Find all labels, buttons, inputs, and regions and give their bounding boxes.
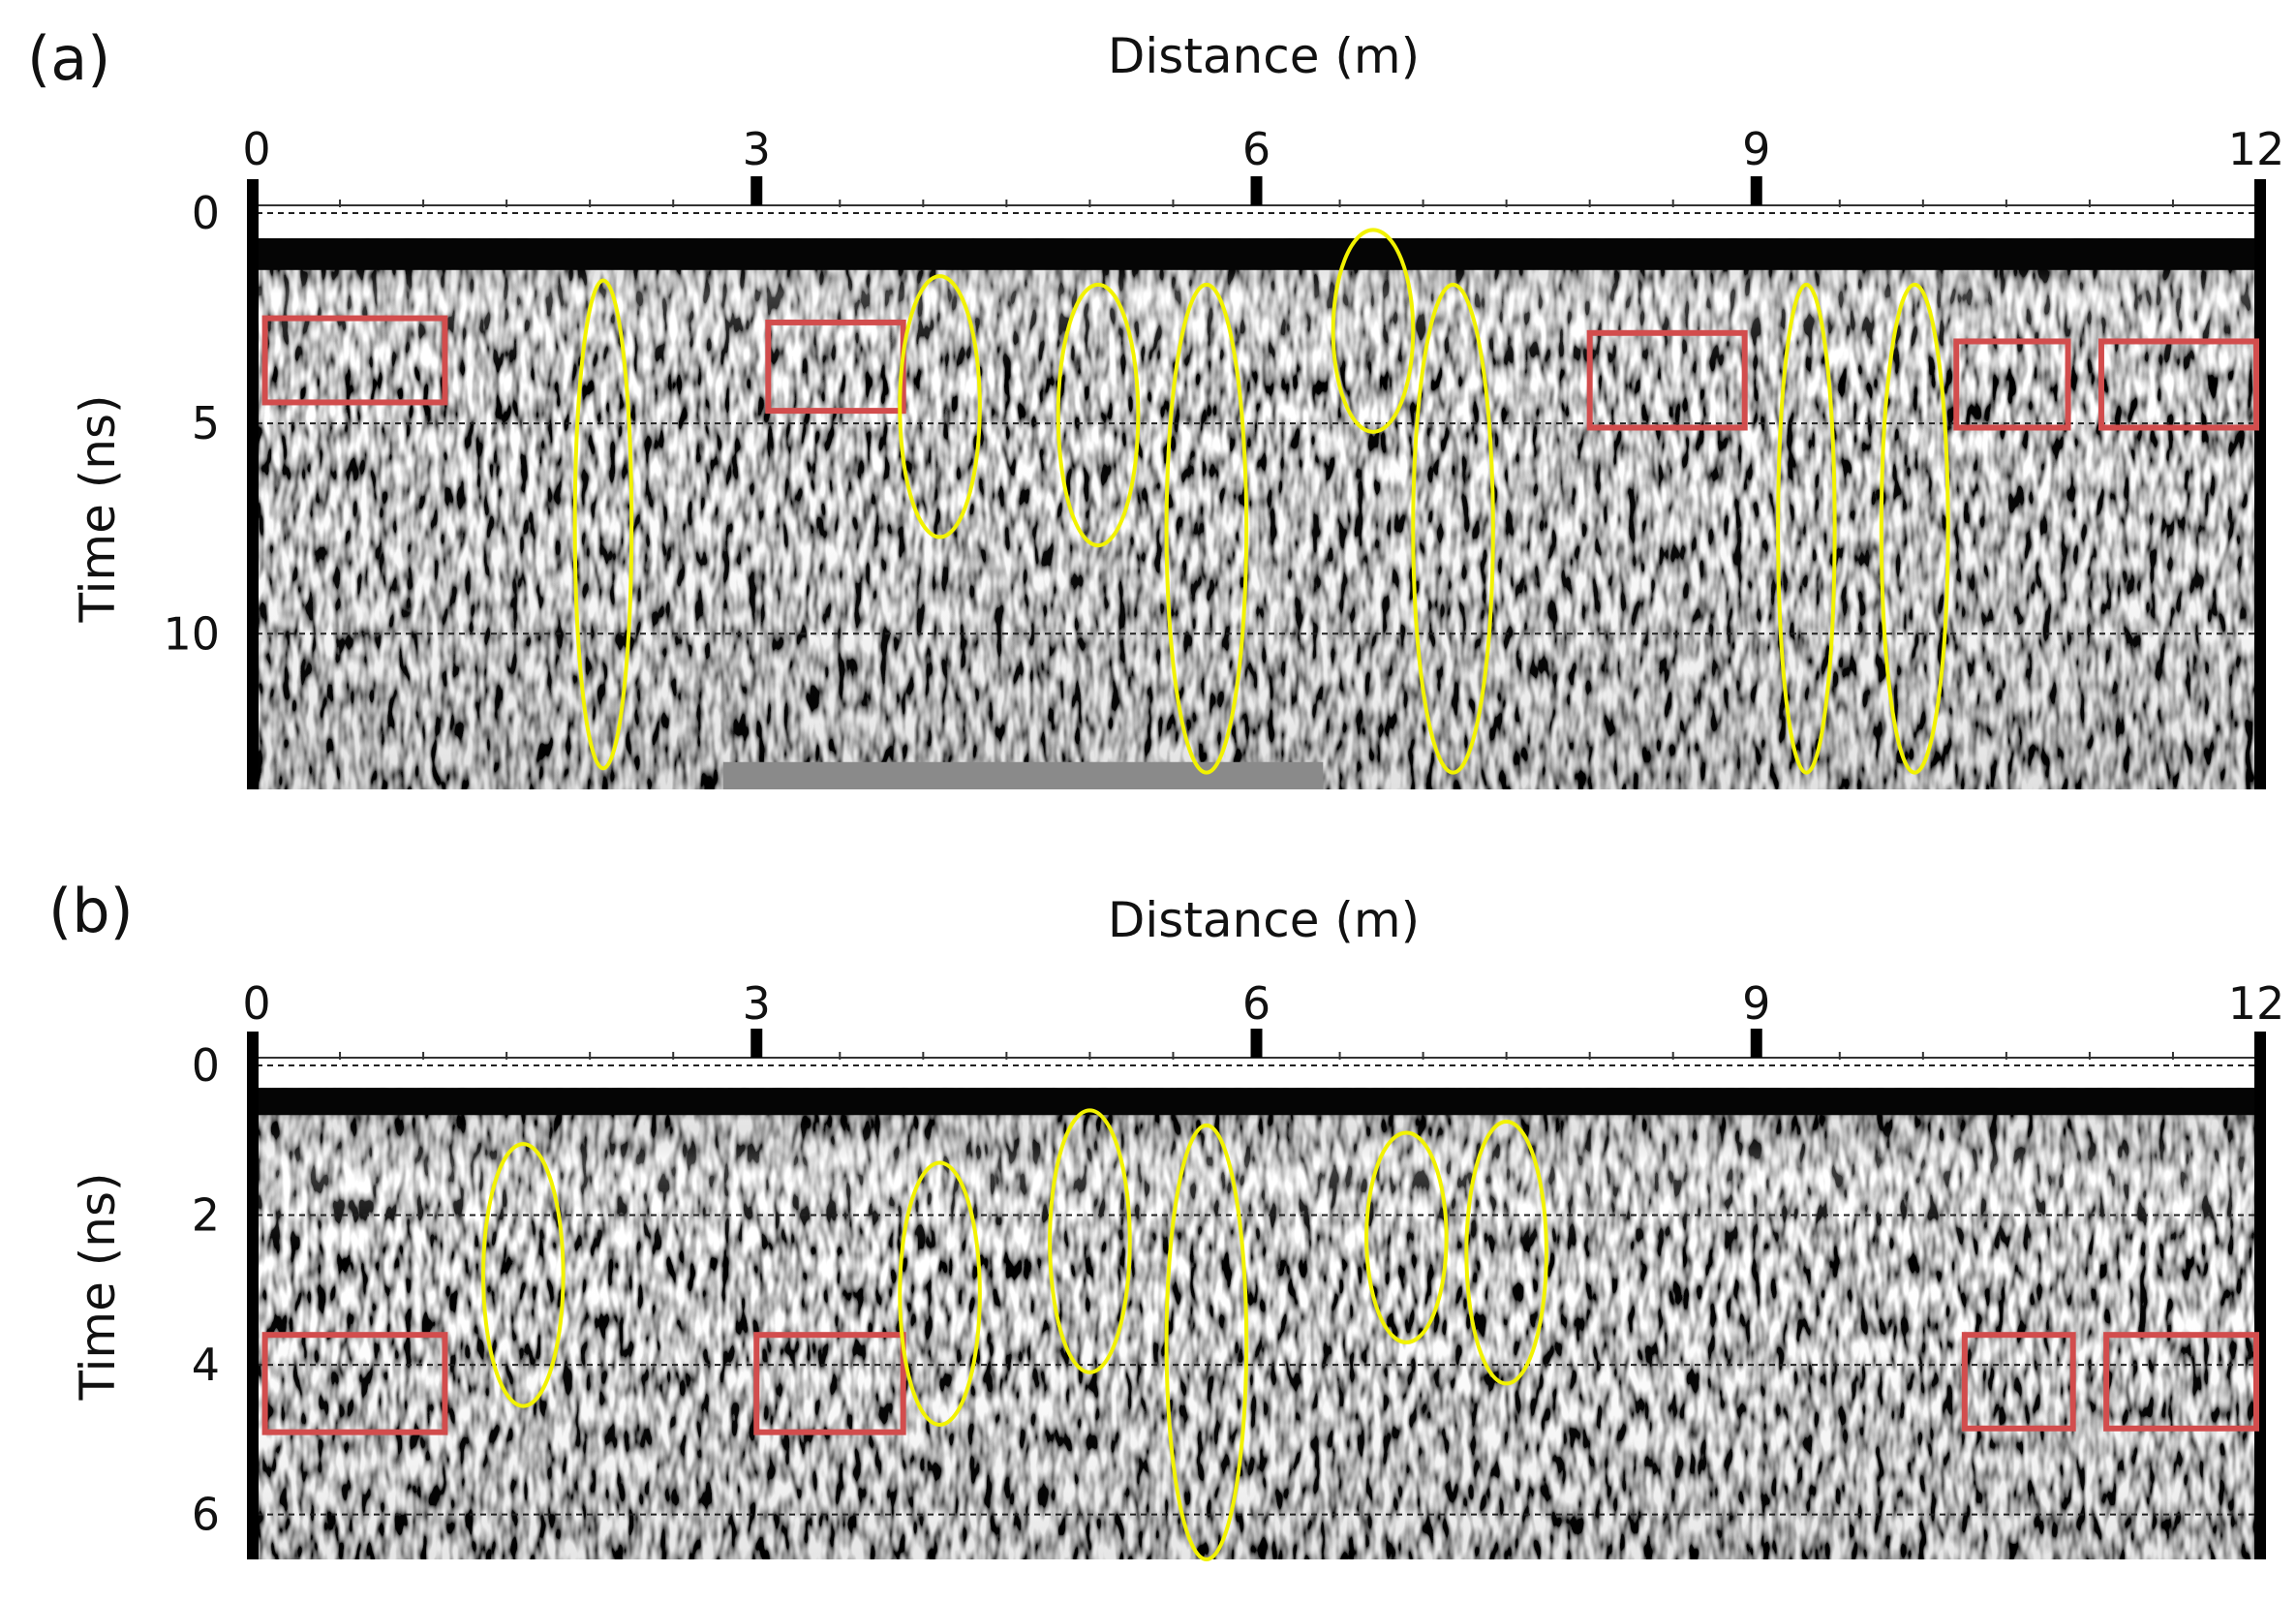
hyperbola-ellipse bbox=[1411, 282, 1495, 775]
x-tick-label: 12 bbox=[2228, 977, 2285, 1030]
left-frame bbox=[247, 1032, 259, 1559]
hyperbola-ellipse bbox=[1048, 1108, 1132, 1374]
y-tick-label: 0 bbox=[192, 1039, 220, 1092]
x-tick-label: 9 bbox=[1742, 977, 1770, 1030]
anomaly-rectangle bbox=[1961, 1332, 2076, 1432]
radargram-shading bbox=[257, 238, 2256, 789]
hyperbola-ellipse bbox=[1364, 1130, 1449, 1344]
x-axis-ticks: 0 3 6 9 12 bbox=[242, 123, 2284, 207]
panel-b: (b) Distance (m) Time (ns) 0 3 6 9 12 0 2 4 6 bbox=[48, 876, 2284, 1561]
x-tick-mark bbox=[1250, 176, 1263, 205]
y-tick-label: 2 bbox=[192, 1189, 220, 1242]
direct-wave-band bbox=[257, 1088, 2256, 1116]
right-frame bbox=[2254, 179, 2266, 789]
right-frame bbox=[2254, 1032, 2266, 1559]
y-axis-ticks: 0 2 4 6 bbox=[192, 1039, 220, 1541]
x-tick-mark bbox=[1250, 1029, 1263, 1058]
x-tick-mark bbox=[1750, 176, 1762, 205]
overlays bbox=[261, 228, 2259, 775]
anomaly-rectangle bbox=[2097, 338, 2259, 431]
x-tick-label: 6 bbox=[1242, 977, 1270, 1030]
y-tick-label: 6 bbox=[192, 1489, 220, 1541]
y-tick-label: 4 bbox=[192, 1339, 220, 1391]
x-tick-label: 9 bbox=[1742, 123, 1770, 175]
x-tick-label: 0 bbox=[242, 123, 270, 175]
anomaly-rectangle bbox=[1953, 338, 2071, 431]
y-axis-title: Time (ns) bbox=[70, 394, 126, 623]
direct-wave-band bbox=[257, 238, 2256, 270]
anomaly-rectangle bbox=[1586, 329, 1748, 431]
hyperbola-ellipse bbox=[898, 274, 982, 539]
hyperbola-ellipse bbox=[1464, 1119, 1548, 1386]
hyperbola-ellipse bbox=[1879, 282, 1950, 775]
x-tick-label: 3 bbox=[743, 123, 771, 175]
y-tick-label: 5 bbox=[192, 397, 220, 449]
radargram bbox=[247, 1032, 2266, 1559]
overlays bbox=[261, 1108, 2259, 1561]
x-tick-mark bbox=[750, 1029, 763, 1058]
radargram-shading bbox=[257, 1088, 2256, 1559]
anomaly-rectangle bbox=[261, 1332, 448, 1435]
radargram bbox=[247, 179, 2266, 789]
x-tick-label: 12 bbox=[2228, 123, 2285, 175]
x-tick-mark bbox=[1750, 1029, 1762, 1058]
hyperbola-ellipse bbox=[1056, 282, 1141, 548]
y-axis-title: Time (ns) bbox=[70, 1172, 126, 1401]
y-tick-label: 0 bbox=[192, 187, 220, 239]
y-axis-ticks: 0 5 10 bbox=[163, 187, 220, 660]
x-tick-mark bbox=[750, 176, 763, 205]
hyperbola-ellipse bbox=[1776, 282, 1837, 775]
panel-a: (a) Distance (m) Time (ns) 0 3 6 9 12 0 5 10 bbox=[27, 23, 2284, 789]
y-tick-label: 10 bbox=[163, 607, 220, 660]
panel-label: (b) bbox=[48, 876, 134, 946]
left-frame bbox=[247, 179, 259, 789]
panel-label: (a) bbox=[27, 23, 110, 94]
hyperbola-ellipse bbox=[1164, 1123, 1249, 1561]
anomaly-rectangle bbox=[2103, 1332, 2259, 1432]
anomaly-rectangle bbox=[753, 1332, 906, 1435]
x-tick-label: 6 bbox=[1242, 123, 1270, 175]
hyperbola-ellipse bbox=[898, 1160, 982, 1427]
x-axis-title: Distance (m) bbox=[1108, 892, 1420, 948]
x-axis-ticks: 0 3 6 9 12 bbox=[242, 977, 2284, 1060]
hyperbola-ellipse bbox=[1164, 282, 1249, 775]
hyperbola-ellipse bbox=[572, 278, 634, 771]
hyperbola-ellipse bbox=[1331, 228, 1416, 434]
x-tick-label: 3 bbox=[743, 977, 771, 1030]
anomaly-rectangle bbox=[261, 315, 448, 406]
gray-patch bbox=[722, 761, 1324, 789]
x-axis-title: Distance (m) bbox=[1108, 28, 1420, 84]
hyperbola-ellipse bbox=[481, 1142, 566, 1408]
x-tick-label: 0 bbox=[242, 977, 270, 1030]
